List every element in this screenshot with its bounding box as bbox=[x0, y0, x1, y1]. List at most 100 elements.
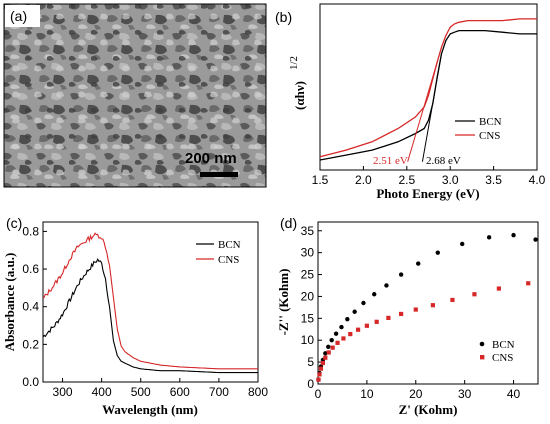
annotation-bcn-gap: 2.68 eV bbox=[426, 155, 461, 167]
annotation-cns-gap: 2.51 eV bbox=[373, 155, 408, 167]
data-point-bcn bbox=[460, 241, 465, 247]
y-tick-label-d: 10 bbox=[301, 333, 315, 347]
data-point-bcn bbox=[361, 300, 366, 306]
x-tick-label-d: 40 bbox=[507, 387, 521, 401]
x-tick-label-b: 3.5 bbox=[485, 173, 502, 187]
data-point-bcn bbox=[372, 292, 377, 297]
legend-c: BCN CNS bbox=[196, 239, 241, 266]
plot-frame-b bbox=[319, 3, 538, 171]
x-tick-label-d: 10 bbox=[360, 387, 374, 401]
legend-b: BCN CNS bbox=[455, 116, 502, 142]
data-point-bcn bbox=[329, 338, 334, 343]
data-point-bcn bbox=[345, 317, 350, 322]
legend-d: BCN CNS bbox=[479, 339, 515, 364]
series-line-cns-c bbox=[42, 232, 258, 370]
data-point-bcn bbox=[339, 324, 344, 330]
x-axis-label-c: Wavelength (nm) bbox=[102, 402, 198, 417]
x-tick-label-b: 2.0 bbox=[355, 173, 372, 187]
data-point-cns bbox=[335, 340, 340, 345]
y-tick-label-c: 0.8 bbox=[22, 224, 39, 238]
y-tick-label-d: 0 bbox=[307, 377, 314, 391]
y-axis-label-b: (αhν) bbox=[292, 81, 307, 110]
y-tick-label-c: 0.2 bbox=[22, 337, 39, 351]
x-tick-label-b: 3.0 bbox=[442, 173, 459, 187]
x-tick-label-d: 30 bbox=[458, 387, 472, 401]
y-tick-label-d: 30 bbox=[301, 246, 315, 260]
y-tick-label-d: 35 bbox=[301, 224, 315, 238]
data-point-cns bbox=[526, 281, 531, 286]
y-tick-label-c: 0.4 bbox=[22, 300, 39, 314]
data-point-bcn bbox=[384, 283, 389, 288]
scale-bar bbox=[200, 172, 238, 177]
legend-text-cns-c: CNS bbox=[218, 254, 239, 266]
x-tick-label-c: 500 bbox=[131, 385, 151, 399]
panel-a: (a) 200 nm bbox=[3, 3, 267, 188]
data-point-bcn bbox=[323, 351, 328, 356]
tangent-line-bcn bbox=[421, 53, 443, 162]
plot-frame-c bbox=[42, 221, 259, 383]
x-tick-label-b: 1.5 bbox=[312, 173, 329, 187]
legend-marker-bcn-d bbox=[479, 341, 485, 347]
data-point-cns bbox=[318, 366, 324, 371]
panel-b: (b) 1.5 2.0 2.5 3.0 3.5 4.0 Photo Energy (eV)… bbox=[275, 3, 546, 201]
series-line-cns-b bbox=[319, 18, 537, 158]
y-axis-label-d: -Z'' (Kohm) bbox=[276, 269, 291, 336]
series-line-bcn-c bbox=[42, 258, 258, 374]
data-point-bcn bbox=[533, 237, 538, 242]
y-axis-label-sup-b: 1/2 bbox=[288, 56, 300, 70]
data-point-cns bbox=[316, 377, 321, 382]
data-point-cns bbox=[386, 315, 391, 320]
x-tick-label-c: 400 bbox=[92, 385, 112, 399]
x-tick-label-c: 300 bbox=[53, 385, 73, 399]
panel-label-b: (b) bbox=[275, 9, 292, 25]
data-point-cns bbox=[320, 360, 325, 366]
y-tick-label-c: 0.6 bbox=[22, 262, 39, 276]
x-tick-label-d: 0 bbox=[315, 387, 322, 401]
x-tick-label-d: 20 bbox=[409, 387, 423, 401]
tangent-line-cns bbox=[407, 61, 438, 162]
data-point-bcn bbox=[435, 250, 440, 255]
data-point-bcn bbox=[416, 261, 421, 266]
data-point-cns bbox=[330, 345, 335, 350]
data-point-cns bbox=[341, 336, 346, 341]
panel-label-a-bg bbox=[5, 5, 40, 27]
y-tick-label-c: 0.0 bbox=[22, 375, 39, 389]
x-tick-label-c: 600 bbox=[170, 385, 190, 399]
x-tick-label-b: 4.0 bbox=[529, 173, 546, 187]
x-tick-label-c: 800 bbox=[248, 385, 268, 399]
data-point-cns bbox=[430, 303, 435, 308]
panel-c: (c) 300 400 500 600 700 800 0.0 0.2 0.4 0.6 0.8 Wa… bbox=[2, 215, 268, 417]
legend-text-bcn-c: BCN bbox=[218, 239, 241, 251]
data-point-bcn bbox=[398, 272, 404, 277]
panel-d: (d) 0 10 20 30 40 0 5 10 15 20 25 30 35 Z' (Kohm) -Z… bbox=[276, 215, 539, 417]
data-point-cns bbox=[413, 307, 418, 312]
panel-label-c: (c) bbox=[6, 215, 22, 231]
y-tick-label-d: 20 bbox=[301, 289, 315, 303]
data-point-cns bbox=[399, 311, 404, 317]
data-point-bcn bbox=[326, 344, 331, 349]
scale-bar-label: 200 nm bbox=[185, 150, 237, 167]
data-point-cns bbox=[323, 355, 328, 360]
data-point-cns bbox=[355, 327, 361, 332]
data-point-cns bbox=[496, 286, 501, 291]
data-point-cns bbox=[317, 372, 322, 377]
y-tick-label-d: 15 bbox=[301, 311, 315, 325]
x-tick-label-c: 700 bbox=[209, 385, 229, 399]
legend-text-cns-b: CNS bbox=[479, 130, 500, 142]
plot-frame-d bbox=[317, 221, 539, 385]
data-point-cns bbox=[364, 323, 369, 328]
data-point-bcn bbox=[486, 235, 492, 240]
legend-marker-cns-d bbox=[480, 355, 485, 360]
legend-text-bcn-b: BCN bbox=[479, 116, 502, 128]
y-tick-label-d: 5 bbox=[307, 355, 314, 369]
data-point-cns bbox=[348, 331, 353, 337]
data-point-bcn bbox=[333, 331, 339, 336]
data-point-cns bbox=[374, 319, 379, 324]
legend-text-cns-d: CNS bbox=[492, 352, 513, 364]
x-axis-label-d: Z' (Kohm) bbox=[399, 402, 458, 417]
data-point-bcn bbox=[511, 232, 516, 238]
data-point-cns bbox=[472, 292, 477, 297]
legend-text-bcn-d: BCN bbox=[492, 339, 515, 351]
panel-label-a: (a) bbox=[10, 8, 27, 24]
